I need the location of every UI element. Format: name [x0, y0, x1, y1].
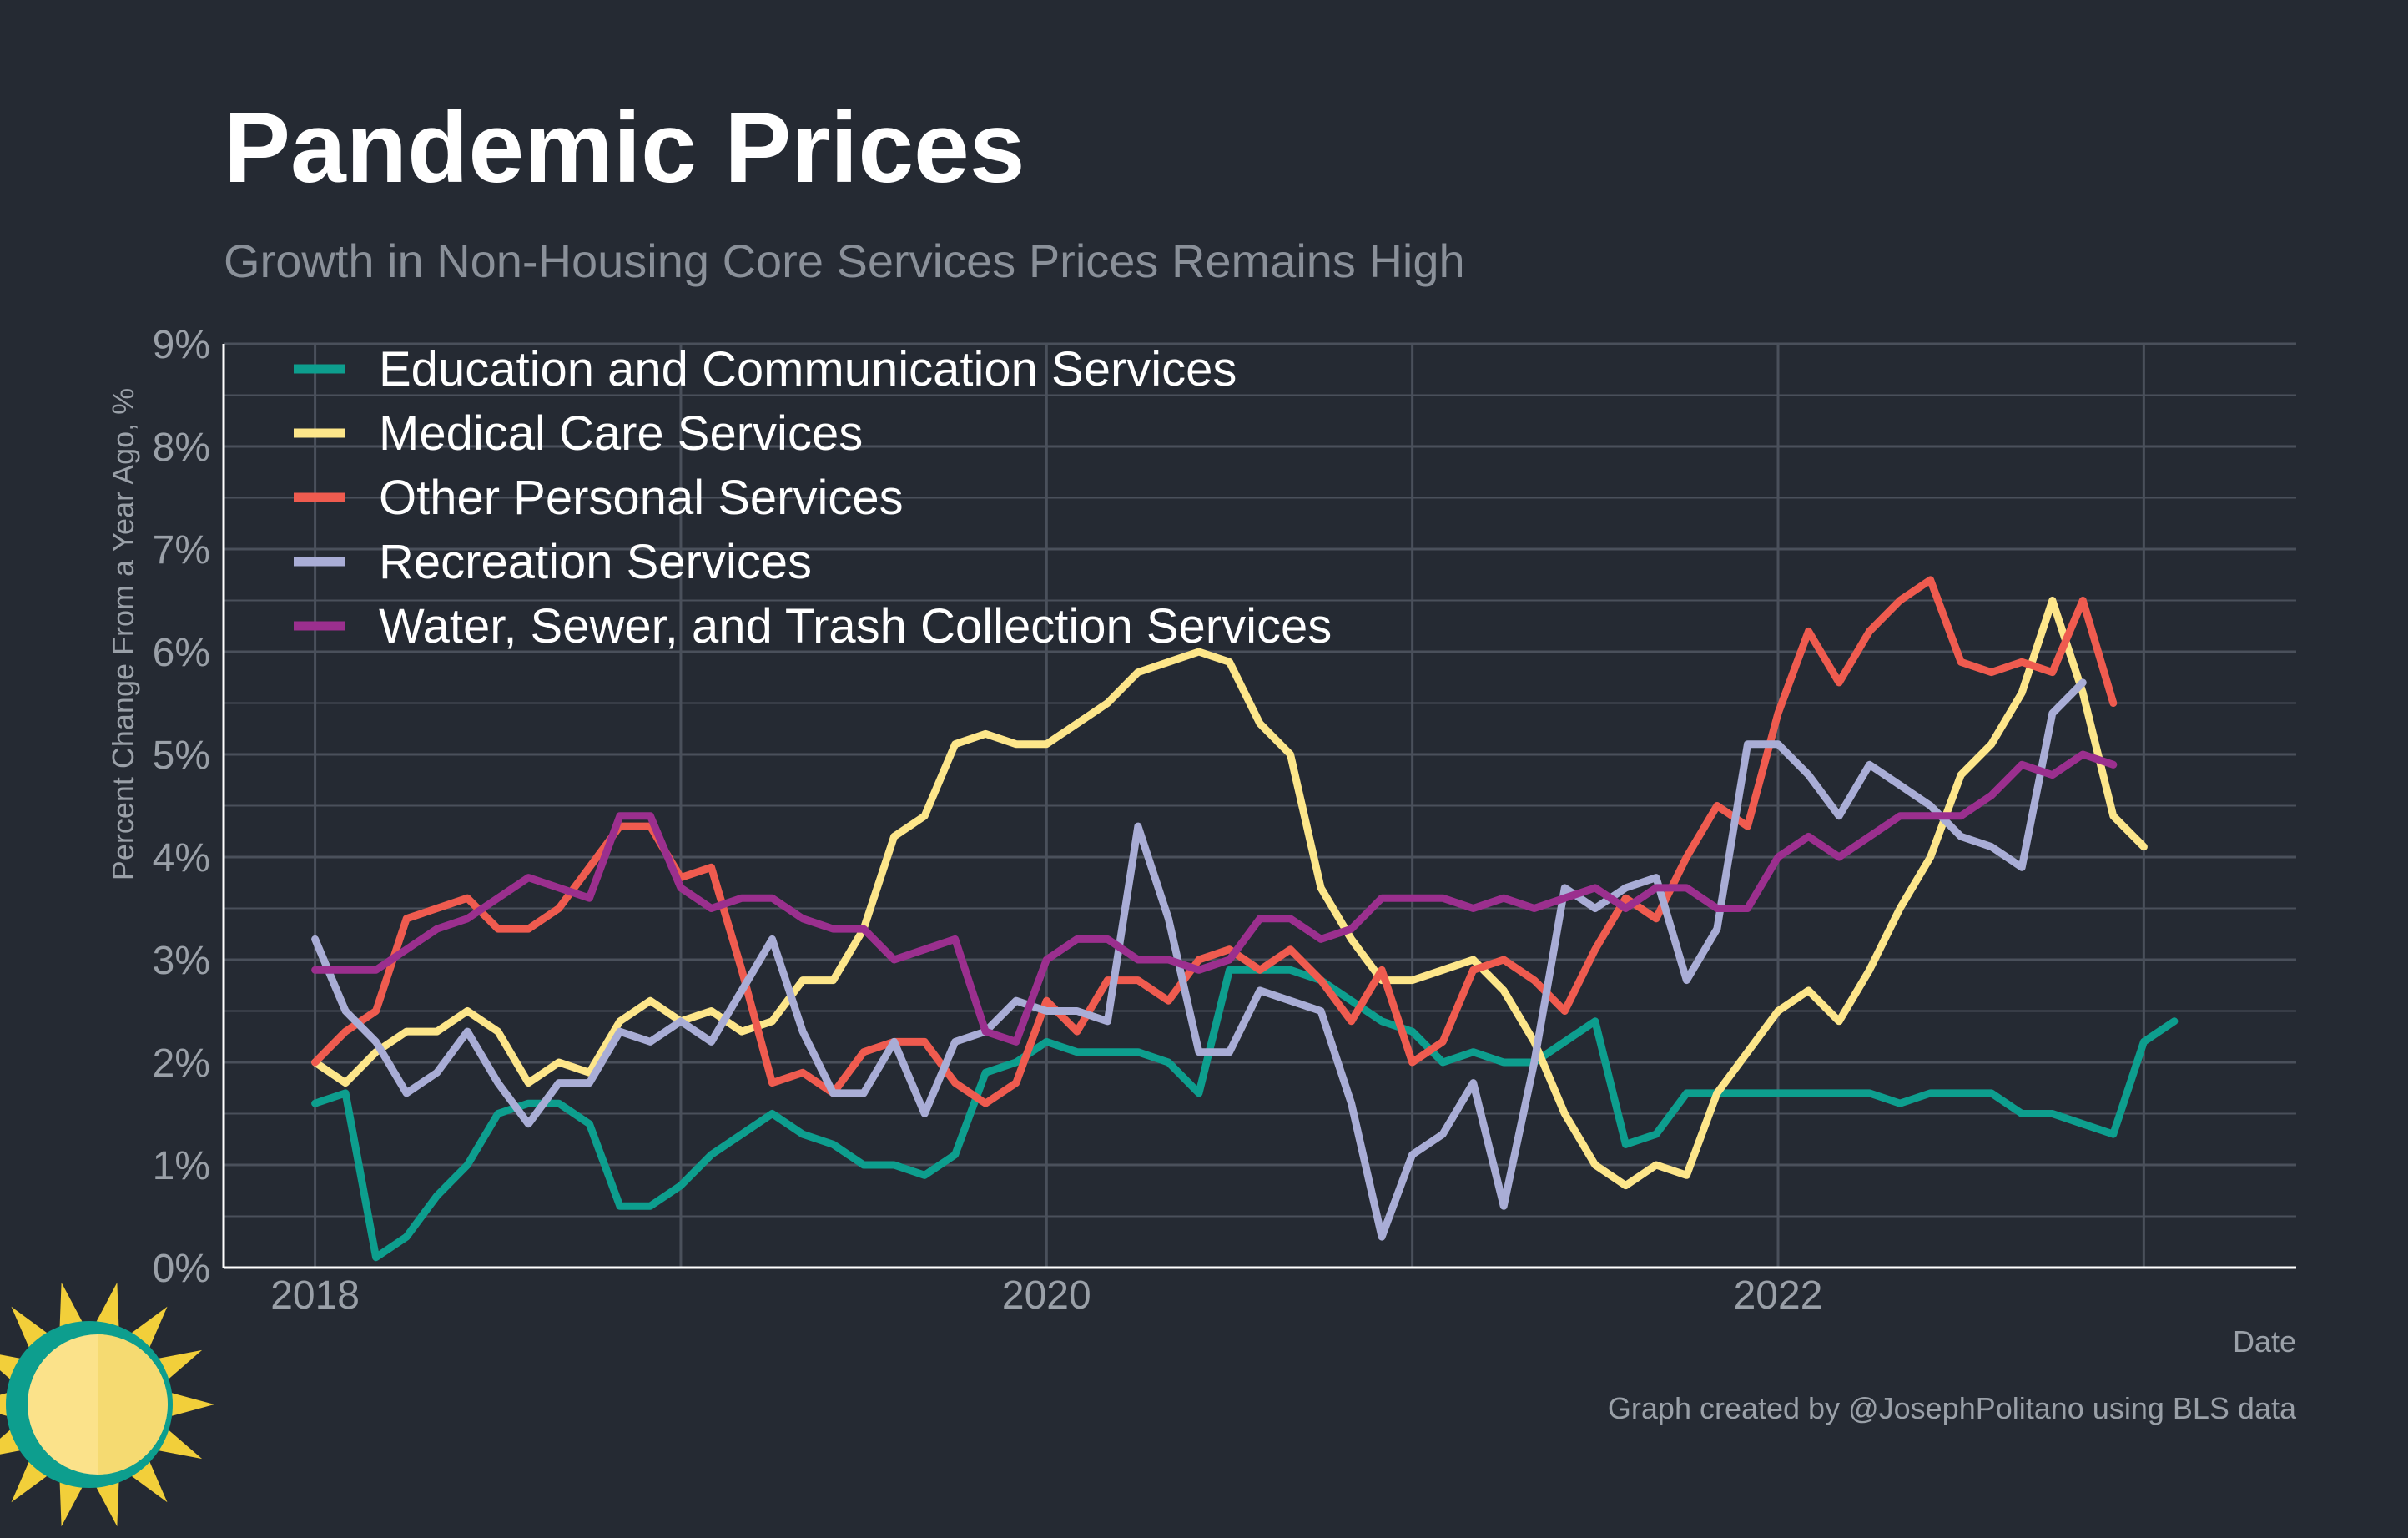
series-line-2	[311, 597, 2148, 1190]
legend: Education and Communication Services Medi…	[294, 342, 1332, 653]
chart-title: Pandemic Prices	[224, 92, 1025, 204]
series-line-1	[311, 966, 2179, 1262]
y-tick-label: 5%	[153, 734, 210, 778]
y-tick-label: 8%	[153, 426, 210, 470]
legend-label: Other Personal Services	[379, 471, 904, 525]
grid-lines	[224, 342, 2296, 1268]
y-tick-label: 3%	[153, 939, 210, 983]
sun-ray	[167, 1391, 214, 1418]
x-axis-label: Date	[2233, 1324, 2296, 1359]
y-axis-label: Percent Change From a Year Ago, %	[106, 388, 140, 880]
legend-label: Education and Communication Services	[379, 342, 1237, 396]
sun-ray	[59, 1478, 84, 1527]
y-tick-label: 7%	[153, 528, 210, 572]
chart-subtitle: Growth in Non-Housing Core Services Pric…	[224, 234, 1465, 287]
y-tick-label: 0%	[153, 1247, 210, 1291]
legend-label: Medical Care Services	[379, 406, 863, 461]
x-tick-label: 2020	[1002, 1273, 1091, 1318]
series-line-4	[311, 678, 2087, 1241]
sun-logo	[0, 1282, 214, 1527]
series-lines	[311, 576, 2179, 1262]
series-line-5	[311, 750, 2118, 1046]
x-tick-label: 2018	[270, 1273, 360, 1318]
legend-label: Water, Sewer, and Trash Collection Servi…	[379, 599, 1332, 653]
chart-caption: Graph created by @JosephPolitano using B…	[1608, 1391, 2297, 1425]
legend-label: Recreation Services	[379, 535, 812, 589]
y-tick-label: 2%	[153, 1041, 210, 1086]
y-tick-label: 4%	[153, 836, 210, 880]
x-axis-ticks: 2018 2020 2022	[270, 1273, 1822, 1318]
sun-ray	[94, 1282, 119, 1331]
y-tick-label: 6%	[153, 631, 210, 675]
sun-ray	[94, 1478, 119, 1527]
y-tick-label: 1%	[153, 1144, 210, 1188]
y-axis-ticks: 0% 1% 2% 3% 4% 5% 6% 7% 8% 9%	[153, 323, 210, 1291]
x-tick-label: 2022	[1734, 1273, 1823, 1318]
sun-ray	[59, 1282, 84, 1331]
axis-lines	[222, 344, 2296, 1269]
y-tick-label: 9%	[153, 323, 210, 367]
